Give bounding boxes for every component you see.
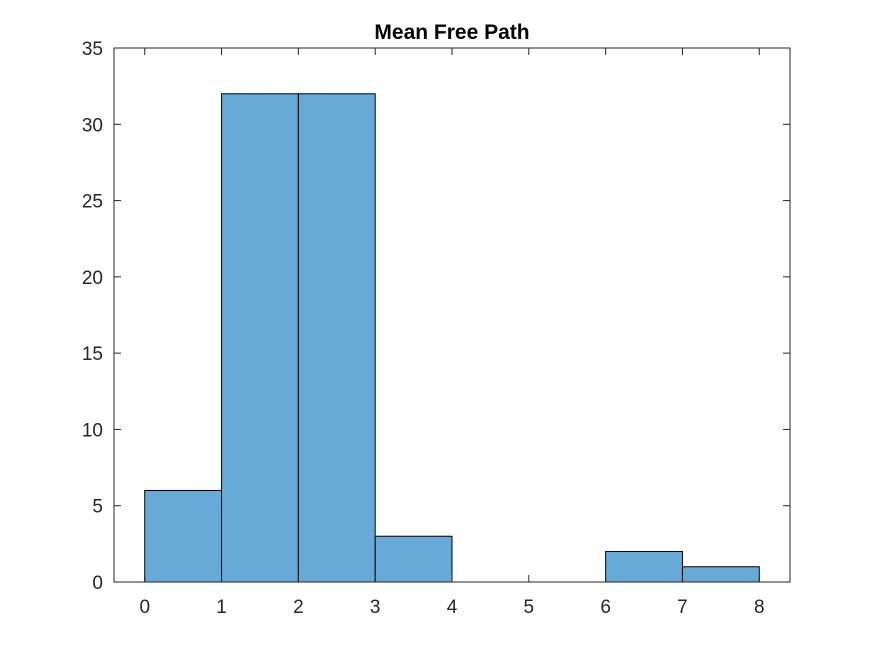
y-tick-label: 10 — [82, 420, 103, 441]
x-tick-label: 0 — [139, 597, 150, 618]
histogram-bar — [297, 93, 376, 583]
bars-group — [144, 93, 760, 583]
x-tick-label: 3 — [370, 597, 381, 618]
x-tick-label: 5 — [524, 597, 535, 618]
x-tick-label: 2 — [293, 597, 304, 618]
ticks-group — [114, 47, 790, 583]
chart-title: Mean Free Path — [374, 21, 529, 44]
y-tick-label: 30 — [82, 115, 103, 136]
y-tick-label: 25 — [82, 192, 103, 213]
y-tick-label: 20 — [82, 268, 103, 289]
y-tick-label: 35 — [82, 39, 103, 60]
tick-labels-group: 0 1 2 3 4 5 6 7 8 0 5 10 15 20 25 30 35 — [82, 39, 765, 618]
y-tick-label: 0 — [92, 573, 103, 594]
x-tick-label: 8 — [754, 597, 765, 618]
y-tick-label: 5 — [92, 497, 103, 518]
x-tick-label: 4 — [447, 597, 458, 618]
histogram-bar — [221, 93, 299, 583]
histogram-bar — [144, 489, 223, 583]
histogram-bar — [681, 566, 760, 583]
y-tick-label: 15 — [82, 344, 103, 365]
x-tick-label: 1 — [216, 597, 227, 618]
histogram-bar — [605, 550, 683, 583]
histogram-bar — [374, 535, 453, 583]
x-tick-label: 7 — [677, 597, 688, 618]
x-tick-label: 6 — [600, 597, 611, 618]
